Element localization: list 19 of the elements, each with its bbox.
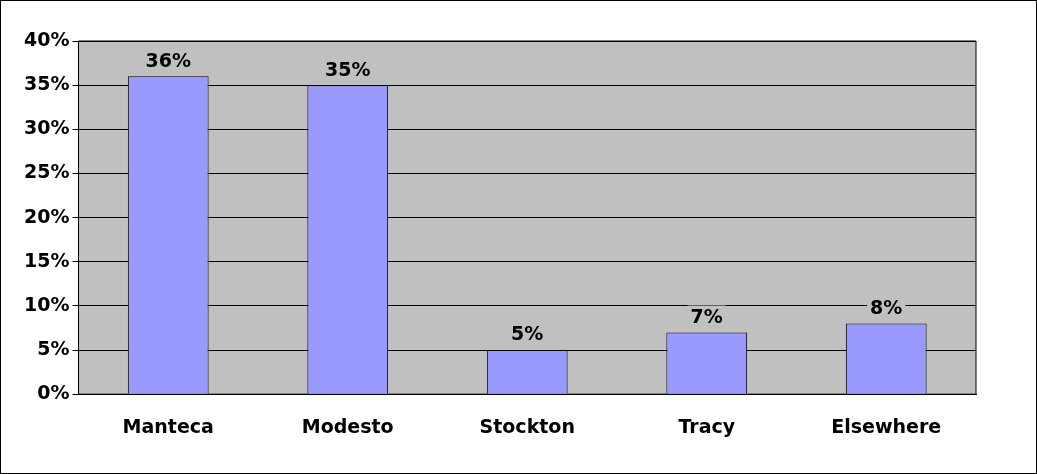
data-label: 35%	[324, 57, 371, 80]
y-tick-label: 15%	[23, 248, 70, 271]
x-tick-label: Manteca	[122, 414, 214, 437]
x-tick-label: Modesto	[301, 414, 394, 437]
y-tick-label: 25%	[23, 160, 70, 183]
y-tick-label: 40%	[23, 27, 70, 50]
y-tick-label: 5%	[37, 336, 70, 359]
x-tick-label: Tracy	[678, 414, 736, 437]
y-tick-label: 20%	[23, 204, 70, 227]
data-label: 36%	[145, 48, 191, 71]
data-label: 8%	[870, 296, 903, 318]
y-tick-label: 30%	[23, 116, 70, 139]
y-tick-label: 0%	[37, 381, 70, 404]
data-label: 7%	[690, 304, 723, 327]
x-tick-label: Stockton	[479, 414, 575, 437]
y-tick-label: 10%	[23, 292, 70, 315]
x-tick-label: Elsewhere	[831, 414, 942, 437]
y-tick-label: 35%	[23, 72, 70, 95]
data-label: 5%	[511, 322, 544, 345]
